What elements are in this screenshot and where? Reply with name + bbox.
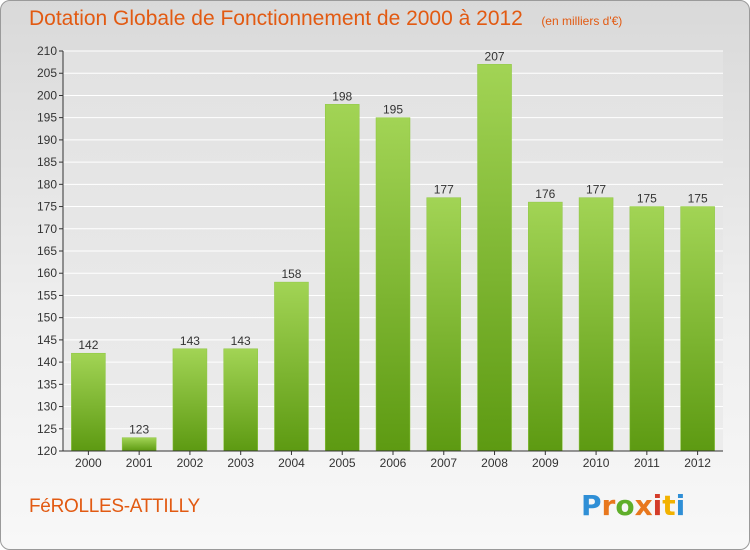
bar-value-label: 143 (231, 334, 251, 348)
logo-letter: r (601, 489, 616, 522)
y-tick-label: 140 (37, 355, 57, 369)
bar (274, 281, 309, 452)
x-tick-label: 2006 (380, 456, 407, 470)
y-tick-label: 150 (37, 311, 57, 325)
y-tick-label: 195 (37, 111, 57, 125)
x-tick-label: 2012 (684, 456, 711, 470)
bar (375, 117, 411, 452)
y-tick-label: 160 (37, 266, 57, 280)
x-tick-label: 2005 (329, 456, 356, 470)
bar (172, 348, 208, 452)
bar (680, 206, 715, 452)
x-tick-label: 2011 (634, 456, 660, 470)
bar (477, 64, 512, 452)
y-tick-label: 130 (37, 400, 57, 414)
x-tick-label: 2008 (481, 456, 508, 470)
logo-letter: i (675, 489, 686, 522)
logo-letter: x (634, 489, 653, 522)
y-tick-label: 180 (37, 177, 57, 191)
y-tick-label: 170 (37, 222, 57, 236)
x-tick-label: 2010 (583, 456, 610, 470)
y-tick-label: 185 (37, 155, 57, 169)
logo-letter: P (581, 489, 602, 522)
bar-value-label: 198 (332, 89, 352, 103)
y-tick-label: 205 (37, 66, 57, 80)
y-tick-label: 175 (37, 200, 57, 214)
bar-value-label: 207 (485, 49, 505, 63)
y-tick-label: 200 (37, 88, 57, 102)
x-tick-label: 2002 (177, 456, 204, 470)
bar (223, 348, 258, 452)
bar (528, 201, 563, 452)
bar-value-label: 142 (78, 338, 98, 352)
bar (578, 197, 614, 452)
x-tick-label: 2001 (126, 456, 153, 470)
x-tick-label: 2000 (75, 456, 102, 470)
bar-value-label: 175 (688, 192, 708, 206)
bar-value-label: 123 (129, 423, 149, 437)
bar (121, 437, 157, 452)
y-tick-label: 165 (37, 244, 57, 258)
y-tick-label: 125 (37, 422, 57, 436)
bar-value-label: 175 (637, 192, 657, 206)
y-tick-label: 190 (37, 133, 57, 147)
y-tick-label: 135 (37, 377, 57, 391)
y-tick-label: 210 (37, 44, 57, 58)
bar-value-label: 176 (535, 187, 555, 201)
bar-value-label: 177 (586, 183, 606, 197)
proxiti-logo: Proxiti (581, 489, 685, 522)
chart-title: Dotation Globale de Fonctionnement de 20… (29, 7, 523, 30)
y-tick-label: 155 (37, 288, 57, 302)
bar-value-label: 195 (383, 103, 403, 117)
chart-subtitle: (en milliers d'€) (541, 14, 623, 28)
bar-value-label: 177 (434, 183, 454, 197)
bar-value-label: 158 (281, 267, 301, 281)
x-tick-label: 2007 (430, 456, 457, 470)
y-tick-label: 145 (37, 333, 57, 347)
x-tick-label: 2009 (532, 456, 559, 470)
x-tick-label: 2003 (227, 456, 254, 470)
logo-letter: i (652, 489, 663, 522)
bar (324, 104, 360, 452)
x-tick-label: 2004 (278, 456, 305, 470)
bar (71, 352, 106, 452)
logo-letter: o (615, 489, 635, 522)
city-name: FéROLLES-ATTILLY (29, 496, 200, 517)
chart-title-row: Dotation Globale de Fonctionnement de 20… (29, 7, 622, 31)
bar (629, 206, 665, 452)
bar (426, 197, 462, 452)
logo-letter: t (662, 489, 676, 522)
y-tick-label: 120 (37, 444, 57, 458)
bar-value-label: 143 (180, 334, 200, 348)
